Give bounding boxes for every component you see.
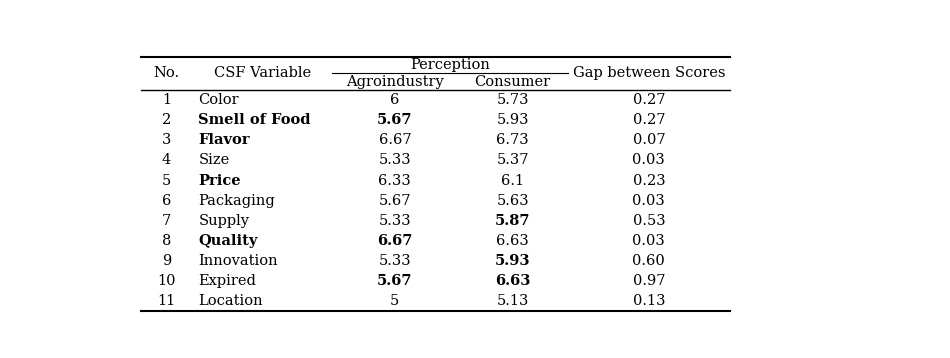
Text: 2: 2 — [162, 113, 171, 127]
Text: 0.07: 0.07 — [633, 133, 665, 147]
Text: 5: 5 — [162, 174, 171, 188]
Text: 5.73: 5.73 — [497, 93, 529, 107]
Text: 6.33: 6.33 — [378, 174, 411, 188]
Text: 6.67: 6.67 — [378, 133, 411, 147]
Text: Size: Size — [199, 153, 230, 168]
Text: CSF Variable: CSF Variable — [214, 66, 311, 80]
Text: Supply: Supply — [199, 214, 249, 228]
Text: 5.93: 5.93 — [497, 113, 529, 127]
Text: Agroindustry: Agroindustry — [346, 74, 444, 88]
Text: 6.63: 6.63 — [496, 234, 529, 248]
Text: 5.87: 5.87 — [495, 214, 530, 228]
Text: 0.27: 0.27 — [633, 113, 665, 127]
Text: 5.67: 5.67 — [377, 113, 412, 127]
Text: 3: 3 — [162, 133, 171, 147]
Text: 0.53: 0.53 — [633, 214, 665, 228]
Text: 0.03: 0.03 — [633, 194, 665, 208]
Text: 6.63: 6.63 — [495, 274, 530, 288]
Text: Quality: Quality — [199, 234, 257, 248]
Text: Color: Color — [199, 93, 238, 107]
Text: Price: Price — [199, 174, 241, 188]
Text: 5.67: 5.67 — [377, 274, 412, 288]
Text: 6: 6 — [162, 194, 171, 208]
Text: 5.37: 5.37 — [497, 153, 529, 168]
Text: Location: Location — [199, 294, 263, 308]
Text: 0.60: 0.60 — [633, 254, 665, 268]
Text: 10: 10 — [158, 274, 176, 288]
Text: Packaging: Packaging — [199, 194, 275, 208]
Text: 0.03: 0.03 — [633, 153, 665, 168]
Text: 0.27: 0.27 — [633, 93, 665, 107]
Text: 0.03: 0.03 — [633, 234, 665, 248]
Text: 6.73: 6.73 — [496, 133, 529, 147]
Text: No.: No. — [154, 66, 180, 80]
Text: Flavor: Flavor — [199, 133, 250, 147]
Text: Innovation: Innovation — [199, 254, 278, 268]
Text: 6.67: 6.67 — [377, 234, 412, 248]
Text: 6: 6 — [390, 93, 400, 107]
Text: 5: 5 — [390, 294, 399, 308]
Text: 5.33: 5.33 — [378, 214, 411, 228]
Text: 1: 1 — [162, 93, 171, 107]
Text: 5.33: 5.33 — [378, 153, 411, 168]
Text: 0.97: 0.97 — [633, 274, 665, 288]
Text: 5.63: 5.63 — [496, 194, 529, 208]
Text: 6.1: 6.1 — [501, 174, 524, 188]
Text: 0.23: 0.23 — [633, 174, 665, 188]
Text: 0.13: 0.13 — [633, 294, 665, 308]
Text: 4: 4 — [162, 153, 171, 168]
Text: 8: 8 — [162, 234, 171, 248]
Text: 11: 11 — [158, 294, 176, 308]
Text: Smell of Food: Smell of Food — [199, 113, 311, 127]
Text: 7: 7 — [162, 214, 171, 228]
Text: Perception: Perception — [410, 58, 490, 72]
Text: 5.33: 5.33 — [378, 254, 411, 268]
Text: 9: 9 — [162, 254, 171, 268]
Text: 5.67: 5.67 — [379, 194, 411, 208]
Text: Expired: Expired — [199, 274, 256, 288]
Text: 5.93: 5.93 — [495, 254, 530, 268]
Text: 5.13: 5.13 — [497, 294, 529, 308]
Text: Consumer: Consumer — [475, 74, 551, 88]
Text: Gap between Scores: Gap between Scores — [573, 66, 725, 80]
